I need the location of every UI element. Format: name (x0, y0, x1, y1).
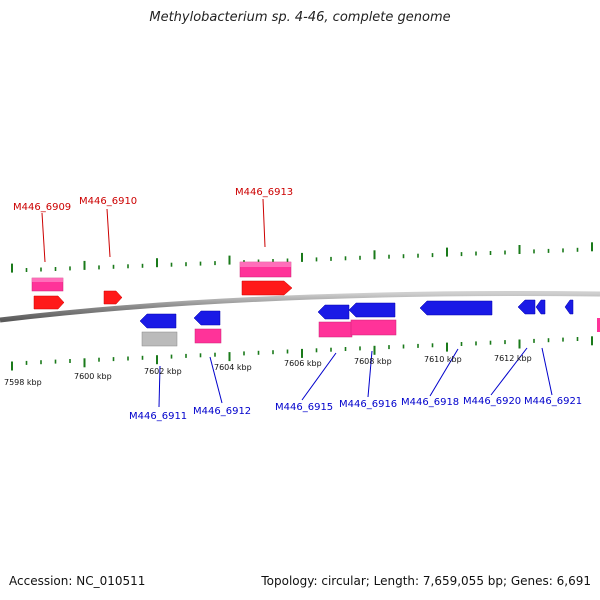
gene-M446_6915[interactable] (317, 304, 350, 320)
gene-M446_6916-highlight[interactable] (350, 319, 397, 336)
scale-label: 7602 kbp (144, 367, 182, 376)
gene-M446_6910[interactable] (103, 290, 123, 305)
gene-edge-highlight[interactable] (597, 318, 600, 332)
gene-M446_6912[interactable] (193, 310, 221, 326)
gene-M446_6916[interactable] (348, 302, 396, 318)
forward-genes (31, 261, 293, 310)
scale-label: 7612 kbp (494, 354, 532, 363)
label-M446_6910[interactable]: M446_6910 (79, 196, 137, 207)
gene-M446_6911-neighbor[interactable] (141, 331, 178, 347)
leader-M446_6911 (158, 365, 161, 408)
leader-M446_6913 (262, 198, 266, 248)
leader-M446_6912 (209, 356, 223, 404)
label-M446_6912[interactable]: M446_6912 (193, 406, 251, 417)
gene-M446_6920[interactable] (517, 299, 536, 315)
scale-label: 7598 kbp (4, 378, 42, 387)
scale-label: 7610 kbp (424, 355, 462, 364)
genome-summary-text: Topology: circular; Length: 7,659,055 bp… (261, 574, 591, 588)
reverse-tick-track (11, 336, 593, 371)
label-M446_6909[interactable]: M446_6909 (13, 202, 71, 213)
genome-title: Methylobacterium sp. 4-46, complete geno… (149, 10, 451, 25)
leader-M446_6921 (541, 347, 553, 396)
leader-M446_6915 (301, 352, 337, 401)
scale-label: 7606 kbp (284, 359, 322, 368)
label-M446_6921[interactable]: M446_6921 (524, 396, 582, 407)
label-M446_6920[interactable]: M446_6920 (463, 396, 521, 407)
scale-label: 7608 kbp (354, 357, 392, 366)
forward-tick-track (11, 242, 593, 273)
scale-label: 7604 kbp (214, 363, 252, 372)
leader-M446_6920 (490, 347, 528, 396)
leader-M446_6918 (429, 348, 459, 397)
reverse-genes (139, 299, 600, 347)
gene-M446_6921[interactable] (564, 299, 574, 315)
accession-text: Accession: NC_010511 (9, 574, 146, 588)
label-M446_6918[interactable]: M446_6918 (401, 397, 459, 408)
genome-map: M446_6909 M446_6910 M446_6913 M446_6911 … (0, 187, 600, 422)
leader-M446_6909 (41, 212, 46, 263)
label-M446_6915[interactable]: M446_6915 (275, 402, 333, 413)
gene-M446_6913[interactable] (241, 280, 293, 296)
gene-M446_6909[interactable] (33, 295, 65, 310)
gene-M446_6920b[interactable] (535, 299, 546, 315)
leader-M446_6916 (367, 350, 373, 398)
gene-M446_6912-highlight[interactable] (194, 328, 222, 344)
label-M446_6911[interactable]: M446_6911 (129, 411, 187, 422)
label-M446_6913[interactable]: M446_6913 (235, 187, 293, 198)
label-M446_6916[interactable]: M446_6916 (339, 399, 397, 410)
gene-M446_6915-highlight[interactable] (318, 321, 353, 338)
gene-M446_6911[interactable] (139, 313, 177, 329)
gene-M446_6918[interactable] (419, 300, 493, 316)
leader-M446_6910 (106, 208, 111, 258)
scale-label: 7600 kbp (74, 372, 112, 381)
genome-backbone (0, 291, 600, 323)
label-leader-lines (41, 198, 553, 408)
